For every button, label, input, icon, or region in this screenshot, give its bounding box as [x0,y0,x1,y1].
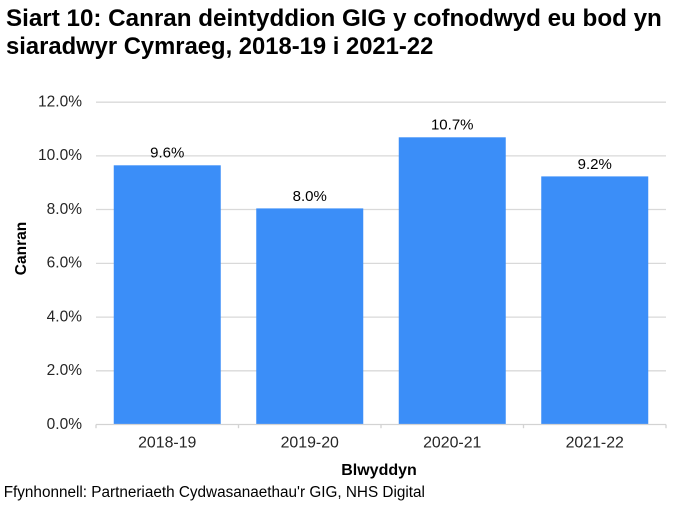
svg-text:6.0%: 6.0% [47,255,83,272]
svg-text:4.0%: 4.0% [47,308,83,325]
svg-text:2019-20: 2019-20 [281,435,339,452]
svg-text:9.2%: 9.2% [578,156,612,173]
svg-text:10.0%: 10.0% [38,147,82,164]
svg-text:2020-21: 2020-21 [423,435,481,452]
svg-text:siaradwyr Cymraeg, 2018-19 i 2: siaradwyr Cymraeg, 2018-19 i 2021-22 [6,33,433,60]
svg-text:8.0%: 8.0% [293,188,327,205]
svg-text:8.0%: 8.0% [47,201,83,218]
svg-text:12.0%: 12.0% [38,94,82,111]
svg-text:Siart 10: Canran deintyddion G: Siart 10: Canran deintyddion GIG y cofno… [6,5,662,32]
svg-text:Ffynhonnell: Partneriaeth Cydw: Ffynhonnell: Partneriaeth Cydwasanaethau… [4,484,425,501]
svg-text:2018-19: 2018-19 [138,435,196,452]
svg-text:9.6%: 9.6% [150,145,184,162]
svg-text:2021-22: 2021-22 [566,435,624,452]
svg-text:Blwyddyn: Blwyddyn [341,462,417,479]
svg-text:Canran: Canran [13,222,30,275]
svg-text:0.0%: 0.0% [47,416,83,433]
svg-text:10.7%: 10.7% [431,117,474,134]
svg-text:2.0%: 2.0% [47,362,83,379]
